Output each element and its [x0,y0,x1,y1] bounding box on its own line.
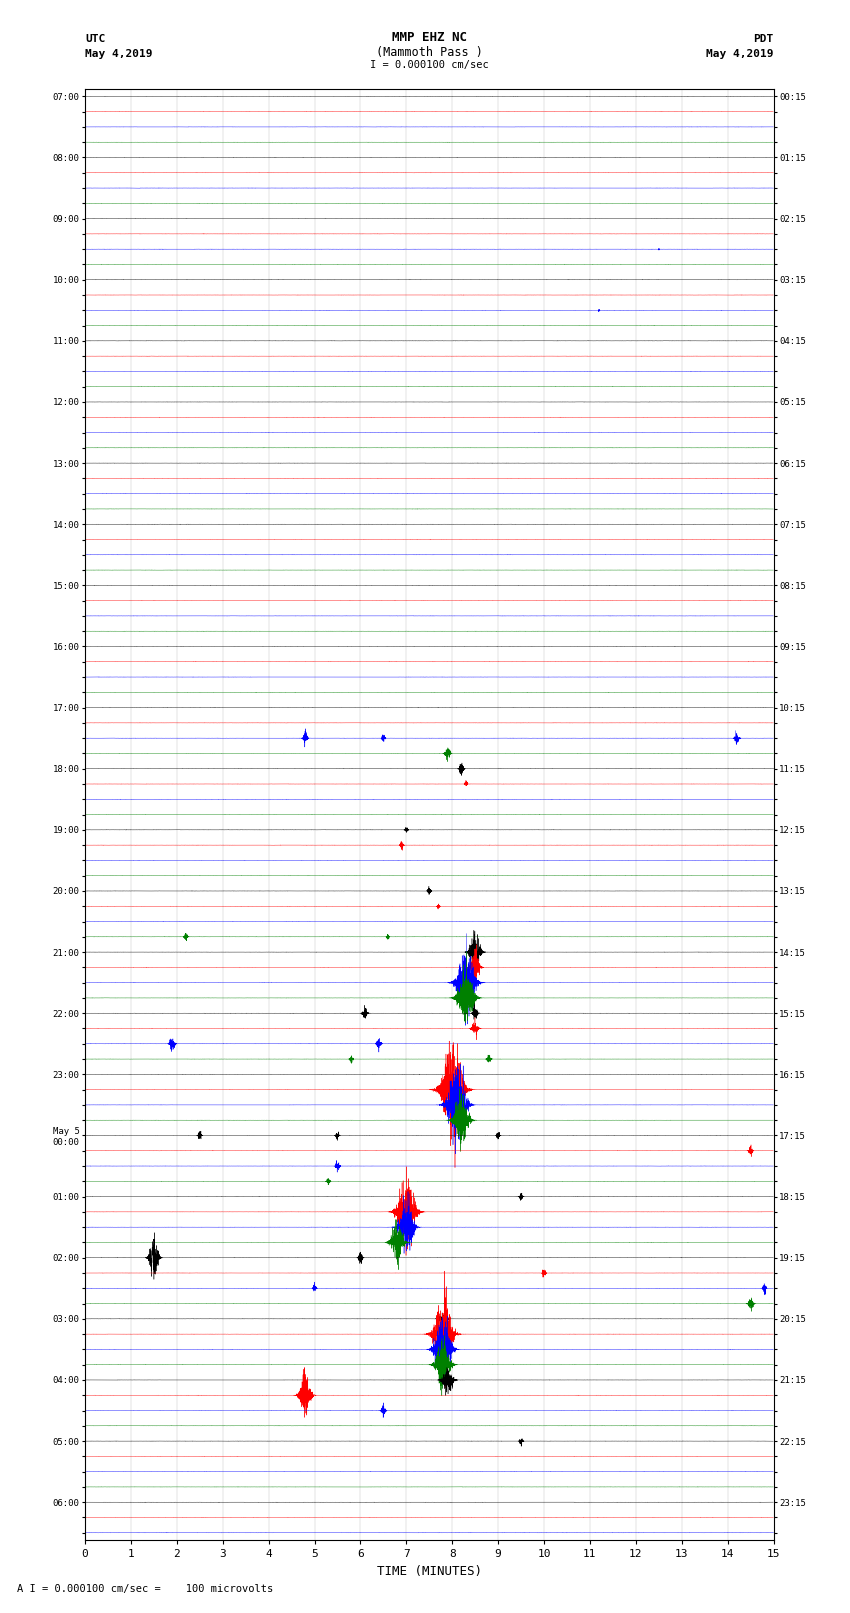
Text: I = 0.000100 cm/sec: I = 0.000100 cm/sec [370,60,489,71]
Text: May 4,2019: May 4,2019 [85,48,152,58]
Text: A I = 0.000100 cm/sec =    100 microvolts: A I = 0.000100 cm/sec = 100 microvolts [17,1584,273,1594]
Text: May 4,2019: May 4,2019 [706,48,774,58]
Text: UTC: UTC [85,34,105,44]
Text: MMP EHZ NC: MMP EHZ NC [392,31,467,44]
Text: (Mammoth Pass ): (Mammoth Pass ) [376,45,483,58]
X-axis label: TIME (MINUTES): TIME (MINUTES) [377,1565,482,1578]
Text: PDT: PDT [753,34,774,44]
